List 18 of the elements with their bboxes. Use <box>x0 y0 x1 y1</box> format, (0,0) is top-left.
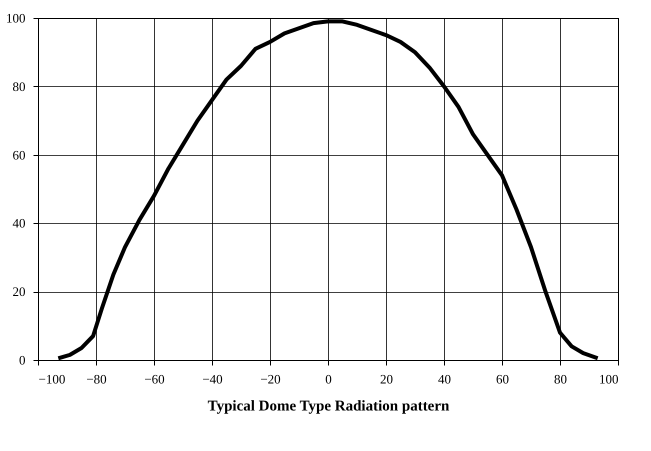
x-tick-label: 40 <box>438 372 451 386</box>
y-tick-label: 20 <box>12 284 26 300</box>
y-tick-label: 0 <box>19 352 26 368</box>
x-tick-label: 100 <box>599 372 618 386</box>
x-tick-label: 80 <box>554 372 567 386</box>
x-tick-label: −60 <box>144 372 165 386</box>
x-tick-label: −100 <box>38 372 66 386</box>
y-tick-label: 80 <box>12 78 26 94</box>
x-tick-label: 0 <box>325 372 332 386</box>
y-tick-label: 60 <box>12 147 26 162</box>
x-tick-label: −20 <box>260 372 281 386</box>
x-axis-title: Typical Dome Type Radiation pattern <box>208 398 450 414</box>
x-tick-label: −40 <box>202 372 223 386</box>
y-tick-label: 100 <box>6 10 26 26</box>
x-tick-label: 20 <box>380 372 393 386</box>
x-tick-label: 60 <box>496 372 509 386</box>
y-tick-label: 40 <box>12 216 26 231</box>
x-tick-label: −80 <box>86 372 107 386</box>
